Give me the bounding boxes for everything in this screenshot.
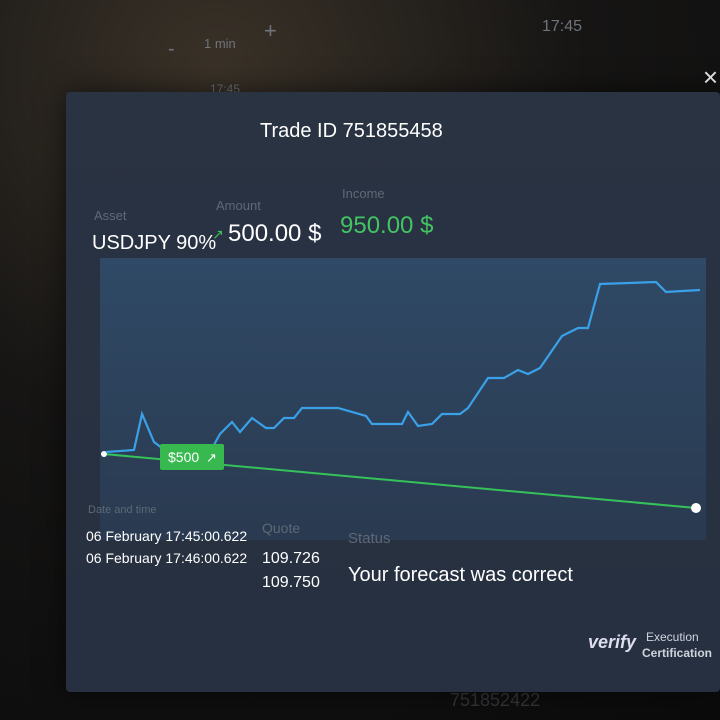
trade-marker <box>160 444 224 470</box>
dialog-title: Trade ID 751855458 <box>260 120 443 142</box>
timeframe[interactable]: 1 min <box>204 36 236 51</box>
chart-area <box>100 258 706 540</box>
close-button[interactable]: × <box>702 62 718 92</box>
trade-marker-arrow: ↗ <box>206 450 217 465</box>
price-line <box>105 280 701 454</box>
quote-open: 109.726 <box>262 550 320 567</box>
date-open: 06 February 17:45:00.622 <box>86 528 248 544</box>
clock: 17:45 <box>542 18 583 35</box>
trade-marker-label: $500 <box>168 449 199 465</box>
asset-value: USDJPY 90% <box>92 232 217 254</box>
amount-arrow: ↗ <box>212 226 224 242</box>
income-label: Income <box>342 186 385 201</box>
date-label: Date and time <box>88 504 157 516</box>
badge-line1: Execution <box>646 630 699 644</box>
zoom-out[interactable]: - <box>168 38 175 60</box>
date-close: 06 February 17:46:00.622 <box>86 550 248 566</box>
status-label: Status <box>348 530 391 547</box>
end-point <box>691 503 701 513</box>
amount-label: Amount <box>216 198 261 213</box>
status-value: Your forecast was correct <box>348 564 573 586</box>
asset-label: Asset <box>94 208 127 223</box>
start-point <box>101 451 107 457</box>
income-value: 950.00 $ <box>340 212 434 239</box>
quote-close: 109.750 <box>262 574 320 591</box>
bg-trade-id: 751852422 <box>450 690 541 710</box>
amount-value: 500.00 $ <box>228 220 322 247</box>
price-chart: $500 ↗ <box>100 258 706 540</box>
zoom-in[interactable]: + <box>264 18 277 43</box>
badge-line2: Certification <box>642 646 713 660</box>
badge-logo: verify <box>588 632 637 652</box>
quote-label: Quote <box>262 520 301 536</box>
trade-dialog: × Trade ID 751855458 Asset USDJPY 90% Am… <box>66 62 720 692</box>
